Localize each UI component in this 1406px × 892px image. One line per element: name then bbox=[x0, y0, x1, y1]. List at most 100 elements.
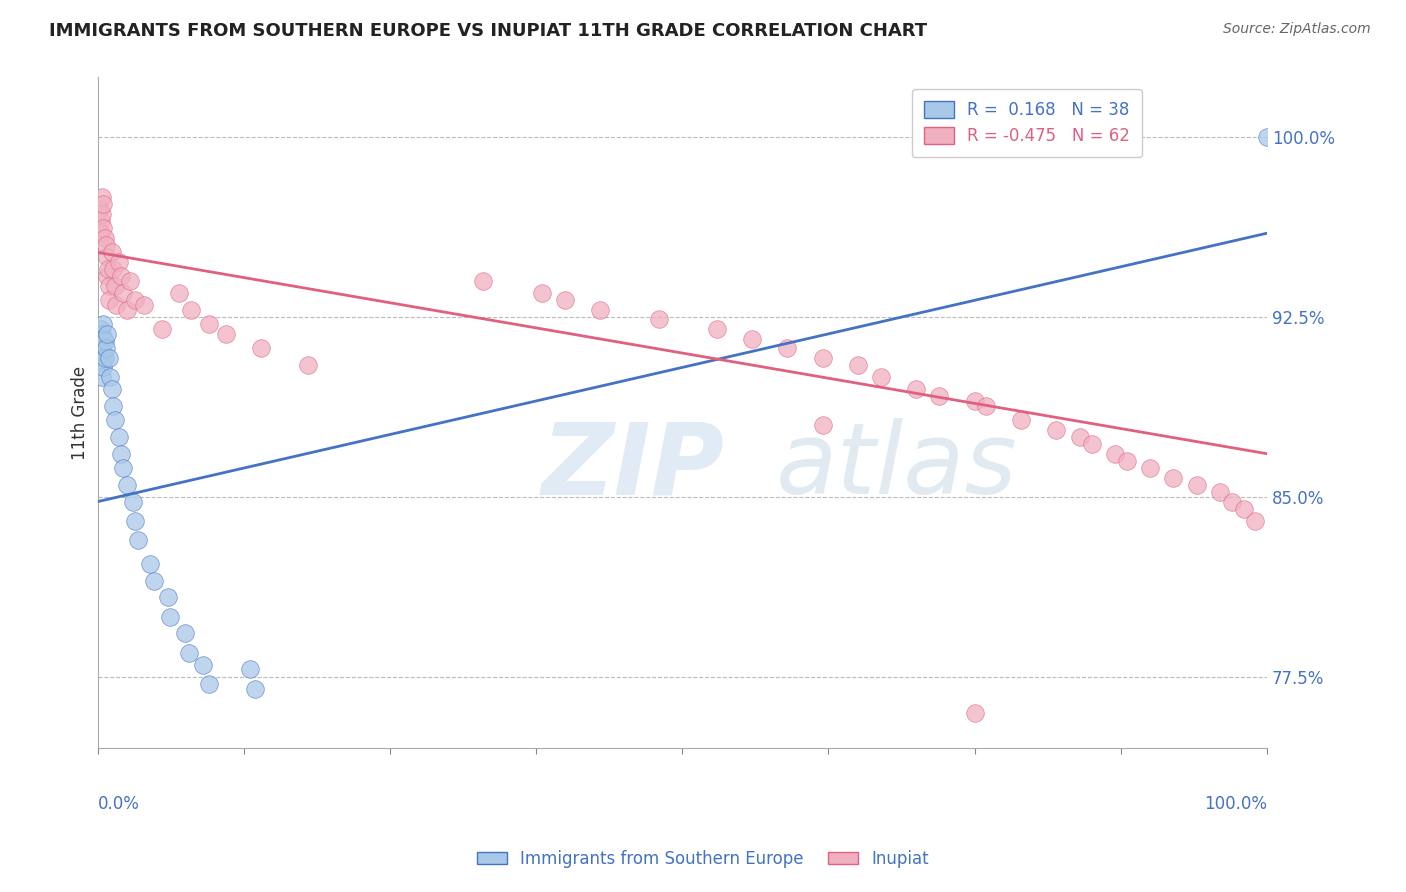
Point bbox=[91, 326, 114, 341]
Point bbox=[1220, 494, 1243, 508]
Point bbox=[177, 646, 200, 660]
Point bbox=[94, 341, 117, 355]
Point bbox=[91, 341, 114, 355]
Point bbox=[93, 332, 115, 346]
Point bbox=[90, 214, 112, 228]
Point bbox=[105, 298, 128, 312]
Point bbox=[104, 279, 127, 293]
Point bbox=[215, 326, 238, 341]
Point bbox=[741, 332, 763, 346]
Y-axis label: 11th Grade: 11th Grade bbox=[72, 366, 89, 460]
Point bbox=[142, 574, 165, 588]
Text: 0.0%: 0.0% bbox=[97, 796, 139, 814]
Point bbox=[1069, 430, 1091, 444]
Point bbox=[107, 255, 129, 269]
Point bbox=[94, 238, 117, 252]
Point bbox=[928, 389, 950, 403]
Point bbox=[150, 322, 173, 336]
Text: atlas: atlas bbox=[776, 418, 1018, 516]
Point bbox=[1104, 447, 1126, 461]
Point bbox=[1256, 130, 1278, 145]
Point bbox=[174, 626, 197, 640]
Point bbox=[811, 417, 834, 432]
Point bbox=[1115, 454, 1137, 468]
Point bbox=[93, 334, 115, 348]
Point bbox=[97, 262, 120, 277]
Point bbox=[1010, 413, 1032, 427]
Point bbox=[93, 351, 115, 365]
Point bbox=[96, 269, 118, 284]
Point bbox=[963, 394, 986, 409]
Point bbox=[297, 358, 319, 372]
Point bbox=[169, 286, 191, 301]
Text: ZIP: ZIP bbox=[541, 418, 725, 516]
Point bbox=[91, 356, 114, 370]
Point bbox=[139, 557, 162, 571]
Point bbox=[110, 447, 132, 461]
Legend: Immigrants from Southern Europe, Inupiat: Immigrants from Southern Europe, Inupiat bbox=[470, 844, 936, 875]
Point bbox=[91, 370, 114, 384]
Point bbox=[93, 231, 115, 245]
Point bbox=[776, 341, 799, 355]
Point bbox=[1080, 437, 1102, 451]
Point bbox=[905, 382, 928, 396]
Point bbox=[91, 190, 114, 204]
Point bbox=[112, 461, 135, 475]
Point bbox=[250, 341, 273, 355]
Point bbox=[124, 293, 146, 308]
Point bbox=[134, 298, 156, 312]
Point bbox=[96, 250, 118, 264]
Point bbox=[589, 302, 612, 317]
Point bbox=[98, 293, 121, 308]
Point bbox=[96, 326, 118, 341]
Point bbox=[1209, 485, 1232, 500]
Point bbox=[121, 494, 143, 508]
Point bbox=[197, 677, 219, 691]
Point bbox=[107, 430, 129, 444]
Point bbox=[239, 662, 262, 676]
Point bbox=[115, 302, 138, 317]
Text: IMMIGRANTS FROM SOUTHERN EUROPE VS INUPIAT 11TH GRADE CORRELATION CHART: IMMIGRANTS FROM SOUTHERN EUROPE VS INUPI… bbox=[49, 22, 928, 40]
Point bbox=[1163, 471, 1185, 485]
Point bbox=[90, 334, 112, 348]
Point bbox=[93, 197, 115, 211]
Point bbox=[191, 657, 214, 672]
Point bbox=[554, 293, 576, 308]
Point bbox=[846, 358, 869, 372]
Legend: R =  0.168   N = 38, R = -0.475   N = 62: R = 0.168 N = 38, R = -0.475 N = 62 bbox=[912, 89, 1142, 157]
Point bbox=[93, 318, 115, 332]
Point bbox=[100, 382, 122, 396]
Point bbox=[100, 370, 122, 384]
Point bbox=[530, 286, 553, 301]
Point bbox=[1244, 514, 1267, 528]
Point bbox=[112, 286, 135, 301]
Point bbox=[1139, 461, 1161, 475]
Point bbox=[245, 681, 267, 696]
Point bbox=[974, 399, 997, 413]
Point bbox=[811, 351, 834, 365]
Point bbox=[93, 221, 115, 235]
Point bbox=[89, 202, 111, 217]
Point bbox=[120, 274, 142, 288]
Point bbox=[870, 370, 893, 384]
Point bbox=[101, 262, 124, 277]
Point bbox=[100, 245, 122, 260]
Point bbox=[1185, 478, 1208, 492]
Point bbox=[110, 269, 132, 284]
Point bbox=[91, 207, 114, 221]
Point bbox=[90, 346, 112, 360]
Point bbox=[472, 274, 495, 288]
Point bbox=[98, 351, 121, 365]
Point bbox=[90, 322, 112, 336]
Point bbox=[93, 346, 115, 360]
Point bbox=[197, 318, 219, 332]
Point bbox=[648, 312, 671, 326]
Point bbox=[1045, 423, 1067, 437]
Point bbox=[159, 609, 181, 624]
Point bbox=[1232, 501, 1254, 516]
Text: 100.0%: 100.0% bbox=[1204, 796, 1267, 814]
Point bbox=[115, 478, 138, 492]
Point bbox=[90, 226, 112, 240]
Point bbox=[93, 360, 115, 375]
Text: Source: ZipAtlas.com: Source: ZipAtlas.com bbox=[1223, 22, 1371, 37]
